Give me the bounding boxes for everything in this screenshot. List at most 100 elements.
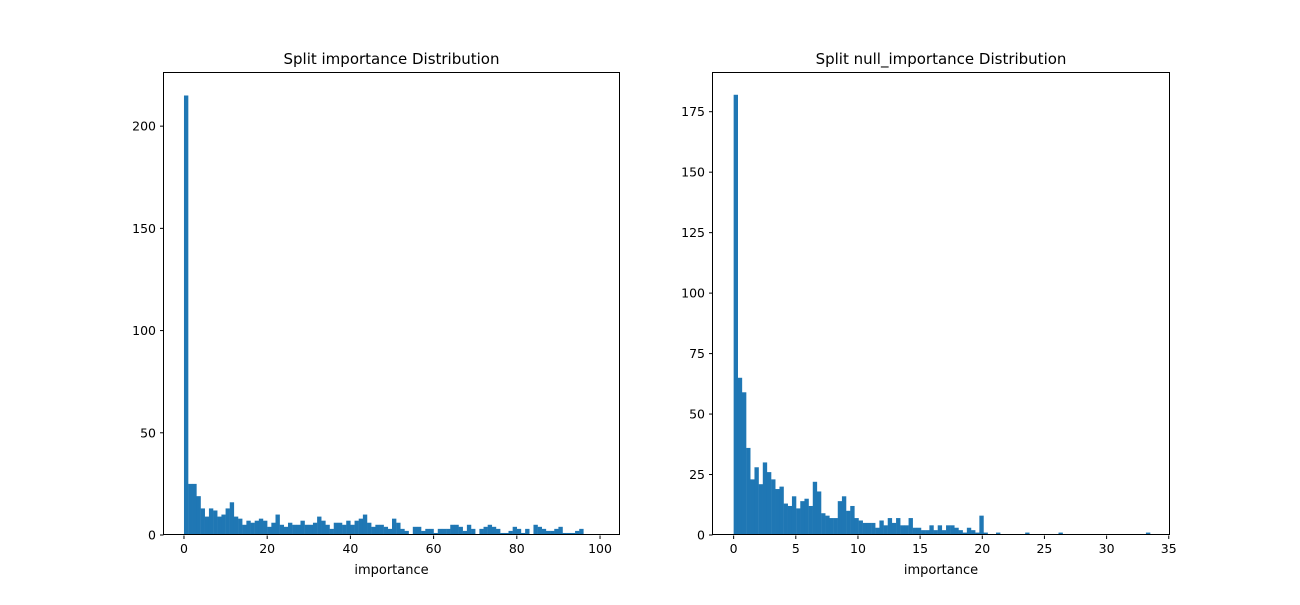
histogram-bar	[762, 462, 768, 535]
histogram-bar	[925, 530, 930, 535]
histogram-bar	[400, 528, 405, 535]
histogram-bar	[908, 518, 913, 535]
histogram-bar	[916, 527, 922, 535]
histogram-bar	[437, 528, 443, 535]
histogram-bar	[750, 479, 755, 535]
histogram-bar	[446, 528, 451, 535]
histogram-bar	[966, 527, 972, 535]
histogram-bar	[396, 522, 401, 535]
histogram-bar	[300, 520, 305, 535]
histogram-bar	[342, 524, 347, 535]
y-tick-label: 75	[689, 346, 705, 361]
histogram-bar	[450, 524, 455, 535]
histogram-bar	[325, 524, 330, 535]
histogram-bar	[392, 518, 397, 535]
histogram-bar	[233, 516, 239, 535]
histogram-bar	[254, 520, 260, 535]
histogram-bar	[737, 377, 743, 535]
histogram-bar	[304, 524, 309, 535]
histogram-bar	[321, 520, 326, 535]
histogram-bar	[1145, 532, 1151, 535]
histogram-bar	[362, 514, 368, 535]
histogram-bar	[204, 516, 210, 535]
x-axis-ticks: 0 5 10 15 20 25 30 35	[730, 535, 1177, 556]
histogram-bar	[579, 528, 584, 535]
histogram-bar	[808, 505, 813, 535]
histogram-bar	[504, 532, 509, 535]
histogram-bar	[983, 532, 988, 535]
y-axis-ticks: 0 25 50 75 100 125 150 175	[681, 104, 713, 543]
histogram-bar	[766, 472, 772, 535]
histogram-bar	[425, 528, 430, 535]
histogram-bar	[279, 524, 285, 535]
subplot-split-null-importance: Split null_importance Distribution 0 5 10 1…	[681, 50, 1177, 578]
histogram-bar	[375, 524, 380, 535]
histogram-bar	[271, 522, 276, 535]
axes-frame	[163, 72, 620, 535]
subplot-split-importance: Split importance Distribution 0 20 40 60 80 1…	[132, 50, 620, 578]
y-tick-label: 175	[681, 104, 705, 119]
chart-title: Split null_importance Distribution	[816, 50, 1067, 69]
histogram-bar	[491, 526, 497, 535]
histogram-bar	[871, 522, 876, 535]
histogram-bar	[383, 526, 389, 535]
histogram-bar	[812, 481, 818, 535]
x-tick-label: 25	[1036, 541, 1052, 556]
histogram-bar	[779, 486, 784, 535]
histogram-bar	[308, 524, 314, 535]
histogram-bar	[229, 502, 235, 535]
histogram-bar	[954, 527, 959, 535]
histogram-bar	[971, 530, 976, 535]
x-tick-label: 0	[180, 541, 188, 556]
histogram-bar	[487, 524, 493, 535]
y-tick-label: 125	[681, 225, 705, 240]
histogram-bar	[188, 483, 193, 535]
histogram-bar	[533, 524, 538, 535]
histogram-bar	[312, 522, 318, 535]
histogram-bar	[429, 528, 434, 535]
chart-title: Split importance Distribution	[283, 50, 499, 68]
histogram-bar	[242, 524, 247, 535]
histogram-bar	[404, 530, 409, 535]
histogram-bar	[733, 94, 738, 536]
histogram-bar	[520, 532, 526, 535]
histogram-bar	[329, 528, 334, 535]
y-tick-label: 100	[681, 286, 705, 301]
histogram-bar	[921, 530, 926, 535]
histogram-bar	[537, 526, 542, 535]
histogram-bar	[221, 514, 226, 535]
histogram-bar	[421, 530, 426, 535]
histogram-bar	[841, 496, 847, 535]
histogram-bar	[771, 479, 776, 535]
histogram-bar	[837, 501, 843, 535]
y-tick-label: 25	[689, 467, 705, 482]
axes-frame	[712, 72, 1170, 535]
histogram-bar	[562, 532, 567, 535]
x-tick-label: 10	[850, 541, 866, 556]
bars	[183, 95, 584, 536]
histogram-bar	[791, 496, 797, 535]
histogram-bar	[946, 525, 951, 535]
histogram-bar	[225, 508, 230, 535]
histogram-bar	[246, 520, 251, 535]
histogram-bar	[858, 520, 863, 535]
histogram-bar	[958, 530, 963, 535]
x-tick-label: 80	[509, 541, 525, 556]
histogram-bar	[466, 524, 472, 535]
x-tick-label: 5	[792, 541, 800, 556]
histogram-bar	[263, 520, 268, 535]
histogram-bar	[208, 508, 214, 535]
histogram-bar	[850, 505, 855, 535]
histogram-bar	[1058, 532, 1063, 535]
x-tick-label: 35	[1161, 541, 1177, 556]
histogram-bar	[545, 530, 551, 535]
histogram-bar	[287, 522, 293, 535]
y-tick-label: 150	[132, 221, 156, 236]
x-axis-label: importance	[354, 563, 428, 578]
histogram-bar	[412, 526, 418, 535]
histogram-bar	[275, 514, 280, 535]
histogram-bar	[566, 532, 572, 535]
histogram-bar	[471, 528, 476, 535]
histogram-bar	[371, 526, 376, 535]
y-tick-label: 0	[697, 528, 705, 543]
